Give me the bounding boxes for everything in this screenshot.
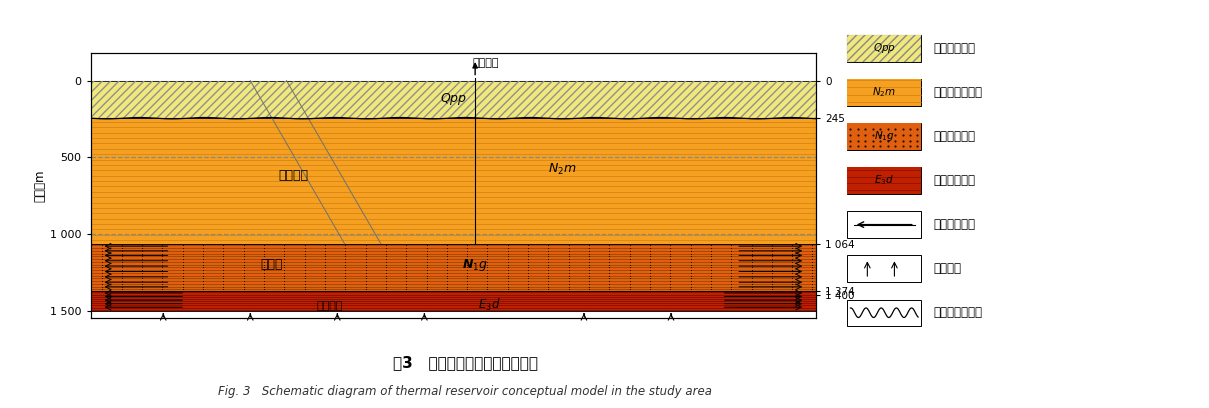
- Text: 图3   研究区热储概念模型示意图: 图3 研究区热储概念模型示意图: [393, 356, 538, 370]
- Bar: [848, 255, 921, 282]
- Bar: [848, 79, 921, 106]
- Text: Q$pp$: Q$pp$: [440, 91, 467, 107]
- Bar: [848, 167, 921, 194]
- Bar: [848, 35, 921, 62]
- Text: 第四系平原组: 第四系平原组: [933, 42, 976, 55]
- Bar: [848, 35, 921, 62]
- Text: 侧向补给水源: 侧向补给水源: [933, 218, 976, 231]
- Text: 热储盖层: 热储盖层: [279, 169, 308, 182]
- Text: N$_1$$g$: N$_1$$g$: [462, 257, 488, 273]
- Text: 不整合地质界线: 不整合地质界线: [933, 306, 983, 319]
- Text: E$_3$$d$: E$_3$$d$: [479, 297, 501, 313]
- Bar: [848, 211, 921, 238]
- Bar: [91, 81, 816, 118]
- Bar: [848, 299, 921, 326]
- Bar: [91, 291, 816, 310]
- Bar: [848, 123, 921, 150]
- Bar: [848, 79, 921, 106]
- Y-axis label: 深度／m: 深度／m: [33, 169, 46, 202]
- Bar: [848, 167, 921, 194]
- Bar: [848, 123, 921, 150]
- Bar: [91, 118, 816, 244]
- Text: 人工排泄: 人工排泄: [473, 58, 499, 68]
- Text: 热储层: 热储层: [261, 258, 283, 271]
- Bar: [848, 35, 921, 62]
- Text: Fig. 3   Schematic diagram of thermal reservoir conceptual model in the study ar: Fig. 3 Schematic diagram of thermal rese…: [219, 385, 712, 398]
- Bar: [91, 244, 816, 291]
- Text: N$_2$$m$: N$_2$$m$: [548, 162, 577, 177]
- Bar: [91, 81, 816, 118]
- Text: 热储底板: 热储底板: [317, 301, 343, 310]
- Text: 古近系东营组: 古近系东营组: [933, 174, 976, 187]
- Text: N$_2$$m$: N$_2$$m$: [872, 86, 896, 99]
- Text: 新近系明化镇组: 新近系明化镇组: [933, 86, 983, 99]
- Text: Q$pp$: Q$pp$: [873, 41, 896, 55]
- Text: 大地热流: 大地热流: [933, 262, 961, 275]
- Text: N$_1$$g$: N$_1$$g$: [874, 129, 895, 144]
- Text: 新近系馆陶组: 新近系馆陶组: [933, 130, 976, 143]
- Text: E$_3$$d$: E$_3$$d$: [874, 174, 895, 187]
